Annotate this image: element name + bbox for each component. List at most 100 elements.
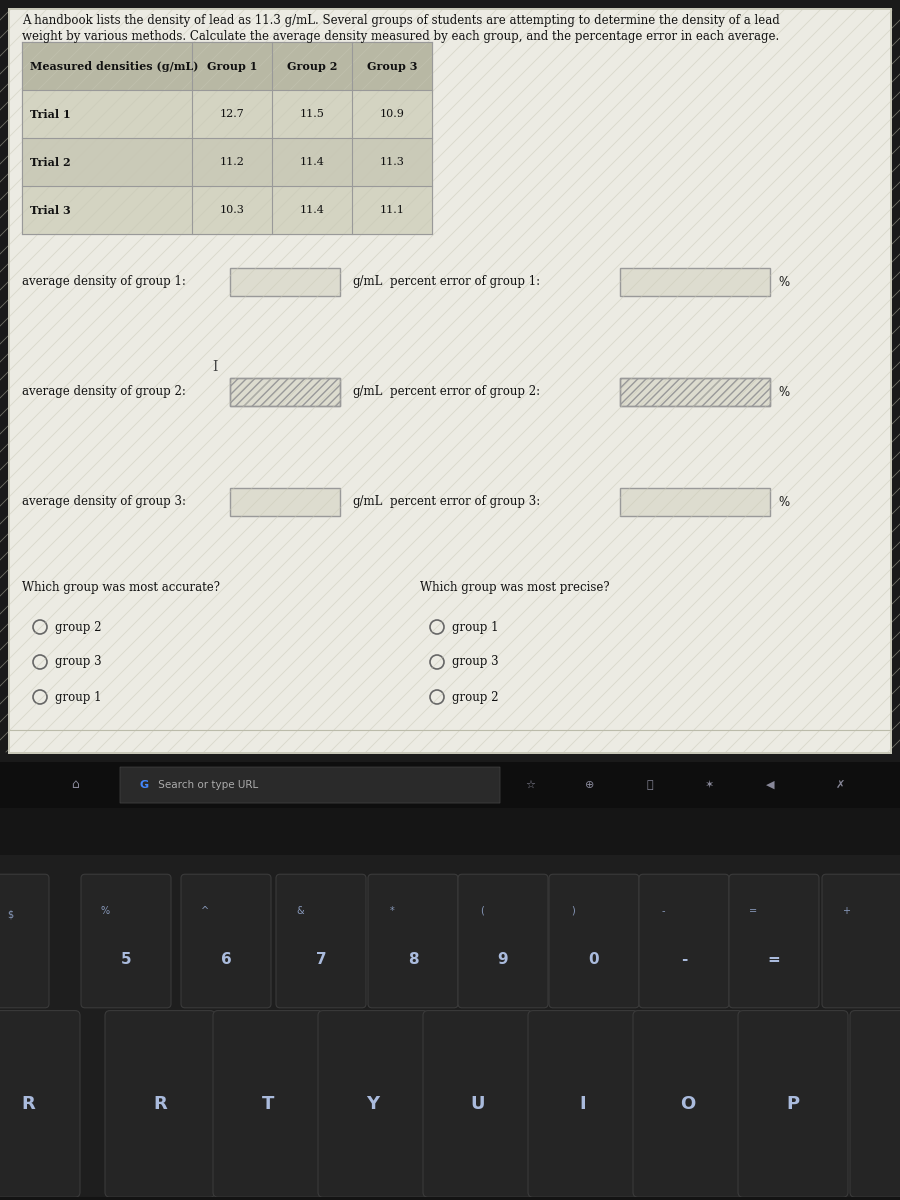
Text: Measured densities (g/mL): Measured densities (g/mL) — [30, 60, 198, 72]
Text: g/mL: g/mL — [352, 496, 382, 509]
Text: 10.3: 10.3 — [220, 205, 245, 215]
Text: 7: 7 — [316, 953, 327, 967]
Bar — [0, 1198, 900, 1200]
FancyBboxPatch shape — [213, 1010, 323, 1198]
FancyBboxPatch shape — [0, 875, 49, 1008]
Text: 11.1: 11.1 — [380, 205, 404, 215]
Bar — [620, 268, 770, 296]
Text: U: U — [471, 1094, 485, 1112]
FancyBboxPatch shape — [181, 875, 271, 1008]
Text: ⊕: ⊕ — [585, 780, 595, 790]
Text: 12.7: 12.7 — [220, 109, 245, 119]
Text: %: % — [778, 496, 789, 509]
Bar — [230, 378, 340, 406]
Text: =: = — [768, 953, 780, 967]
Text: 11.4: 11.4 — [300, 205, 324, 215]
Bar — [620, 378, 770, 406]
Text: &: & — [297, 906, 304, 916]
Text: R: R — [153, 1094, 166, 1112]
Text: =: = — [750, 906, 758, 916]
FancyBboxPatch shape — [822, 875, 900, 1008]
Text: group 2: group 2 — [55, 620, 102, 634]
Text: weight by various methods. Calculate the average density measured by each group,: weight by various methods. Calculate the… — [22, 30, 779, 43]
Text: *: * — [390, 906, 395, 916]
Bar — [230, 268, 340, 296]
Bar — [230, 488, 340, 516]
FancyBboxPatch shape — [458, 875, 548, 1008]
Bar — [230, 378, 340, 406]
Text: Which group was most accurate?: Which group was most accurate? — [22, 581, 220, 594]
FancyBboxPatch shape — [633, 1010, 743, 1198]
Text: ◀: ◀ — [766, 780, 774, 790]
Text: 11.5: 11.5 — [300, 109, 324, 119]
Text: 5: 5 — [121, 953, 131, 967]
FancyBboxPatch shape — [639, 875, 729, 1008]
Text: ⌂: ⌂ — [71, 779, 79, 791]
FancyBboxPatch shape — [0, 1010, 80, 1198]
Text: T: T — [262, 1094, 274, 1112]
Text: 8: 8 — [408, 953, 418, 967]
Text: %: % — [778, 385, 789, 398]
Text: A handbook lists the density of lead as 11.3 g/mL. Several groups of students ar: A handbook lists the density of lead as … — [22, 14, 779, 26]
Text: 6: 6 — [220, 953, 231, 967]
Bar — [22, 90, 432, 138]
Text: Trial 3: Trial 3 — [30, 204, 71, 216]
FancyBboxPatch shape — [738, 1010, 848, 1198]
Text: percent error of group 1:: percent error of group 1: — [390, 276, 540, 288]
FancyBboxPatch shape — [528, 1010, 638, 1198]
Text: 11.2: 11.2 — [220, 157, 245, 167]
Bar — [22, 138, 432, 186]
Text: ☆: ☆ — [525, 780, 535, 790]
Text: R: R — [21, 1094, 35, 1112]
FancyBboxPatch shape — [276, 875, 366, 1008]
Text: Group 3: Group 3 — [367, 60, 418, 72]
Text: (: ( — [481, 906, 484, 916]
Text: Search or type URL: Search or type URL — [155, 780, 258, 790]
Text: average density of group 2:: average density of group 2: — [22, 385, 186, 398]
FancyBboxPatch shape — [105, 1010, 215, 1198]
Text: percent error of group 2:: percent error of group 2: — [390, 385, 540, 398]
Text: Y: Y — [366, 1094, 380, 1112]
Bar — [22, 42, 432, 90]
Text: Group 1: Group 1 — [207, 60, 257, 72]
Text: ): ) — [572, 906, 575, 916]
Text: 9: 9 — [498, 953, 508, 967]
Text: 〈: 〈 — [647, 780, 653, 790]
Text: group 2: group 2 — [452, 690, 499, 703]
Text: ✗: ✗ — [835, 780, 845, 790]
Bar — [0, 808, 900, 854]
Text: 0: 0 — [589, 953, 599, 967]
FancyBboxPatch shape — [850, 1010, 900, 1198]
Bar — [22, 186, 432, 234]
Text: 11.4: 11.4 — [300, 157, 324, 167]
Text: group 1: group 1 — [55, 690, 102, 703]
Text: average density of group 3:: average density of group 3: — [22, 496, 186, 509]
Text: group 3: group 3 — [452, 655, 499, 668]
Text: %: % — [101, 906, 110, 916]
FancyBboxPatch shape — [368, 875, 458, 1008]
Text: G: G — [140, 780, 149, 790]
FancyBboxPatch shape — [120, 767, 500, 803]
Text: g/mL: g/mL — [352, 276, 382, 288]
Text: average density of group 1:: average density of group 1: — [22, 276, 186, 288]
Bar — [620, 488, 770, 516]
Bar — [22, 42, 432, 234]
Text: $: $ — [7, 910, 14, 919]
Text: Group 2: Group 2 — [287, 60, 338, 72]
Text: %: % — [778, 276, 789, 288]
Text: I: I — [212, 360, 218, 374]
Text: ✶: ✶ — [706, 780, 715, 790]
Text: I: I — [580, 1094, 586, 1112]
Text: g/mL: g/mL — [352, 385, 382, 398]
Text: -: - — [662, 906, 665, 916]
Text: +: + — [842, 906, 850, 916]
FancyBboxPatch shape — [81, 875, 171, 1008]
Text: 10.9: 10.9 — [380, 109, 404, 119]
Text: Trial 2: Trial 2 — [30, 156, 70, 168]
Text: P: P — [787, 1094, 799, 1112]
Bar — [620, 378, 770, 406]
Text: 11.3: 11.3 — [380, 157, 404, 167]
Text: ^: ^ — [202, 906, 210, 916]
Text: Which group was most precise?: Which group was most precise? — [420, 581, 609, 594]
Text: group 3: group 3 — [55, 655, 102, 668]
